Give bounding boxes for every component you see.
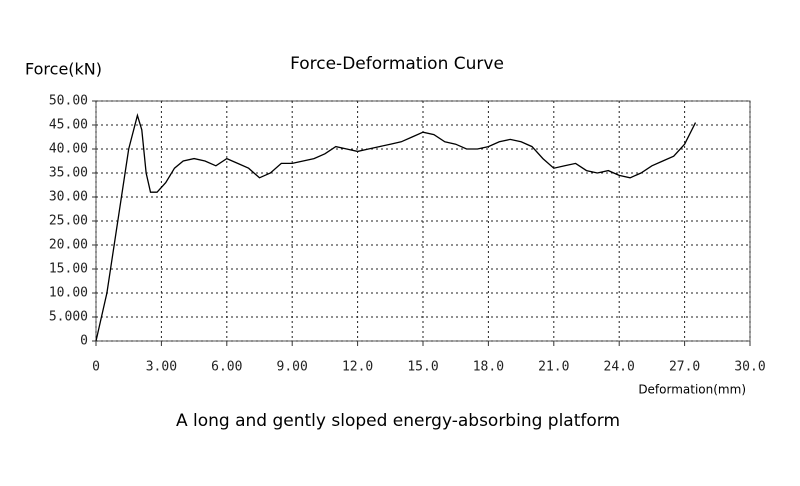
x-tick-label: 6.00 [211, 360, 242, 375]
y-tick-label: 35.00 [49, 166, 88, 181]
x-axis-label: Deformation(mm) [638, 383, 746, 397]
x-tick-label: 3.00 [146, 360, 177, 375]
data-line [95, 112, 697, 342]
y-tick-label: 50.00 [49, 94, 88, 109]
chart-title: Force-Deformation Curve [290, 54, 504, 74]
x-tick-label: 24.0 [604, 360, 635, 375]
x-tick-label: 30.0 [734, 360, 765, 375]
y-tick-label: 30.00 [49, 190, 88, 205]
y-tick-label: 15.00 [49, 262, 88, 277]
x-tick-label: 18.0 [473, 360, 504, 375]
x-tick-label: 9.00 [277, 360, 308, 375]
y-tick-label: 10.00 [49, 286, 88, 301]
x-tick-label: 21.0 [538, 360, 569, 375]
y-tick-label: 25.00 [49, 214, 88, 229]
y-axis-label: Force(kN) [25, 60, 102, 79]
x-tick-label: 27.0 [669, 360, 700, 375]
caption: A long and gently sloped energy-absorbin… [176, 411, 620, 431]
x-tick-label: 0 [92, 360, 100, 375]
x-tick-label: 15.0 [407, 360, 438, 375]
y-tick-label: 0 [80, 334, 88, 349]
y-tick-label: 45.00 [49, 118, 88, 133]
x-tick-label: 12.0 [342, 360, 373, 375]
y-tick-label: 20.00 [49, 238, 88, 253]
y-tick-label: 5.000 [49, 310, 88, 325]
y-tick-label: 40.00 [49, 142, 88, 157]
